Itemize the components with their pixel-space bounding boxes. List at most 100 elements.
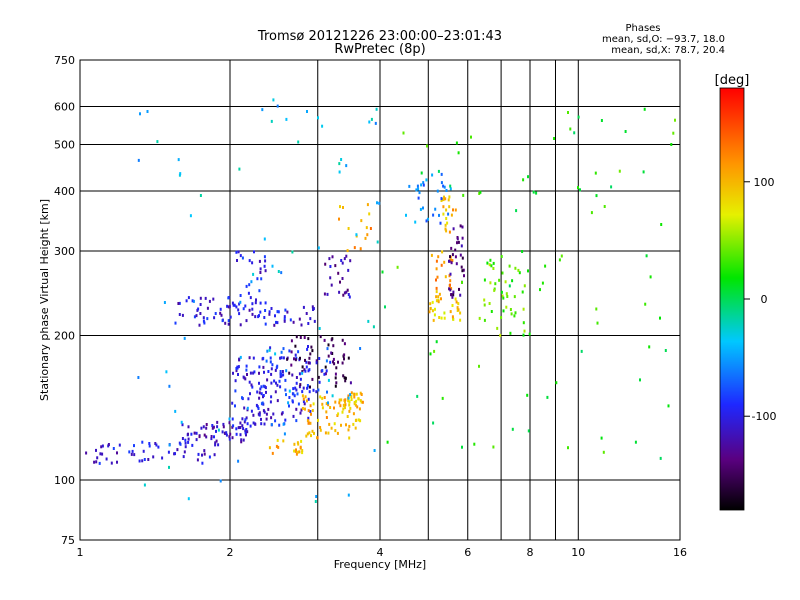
data-point (298, 450, 301, 454)
data-point (294, 386, 297, 390)
data-point (306, 386, 309, 390)
data-point (502, 296, 505, 300)
data-point (345, 423, 347, 427)
data-point (220, 313, 223, 317)
data-point (285, 117, 288, 121)
data-point (448, 205, 451, 209)
data-point (498, 278, 501, 282)
data-point (228, 417, 231, 421)
data-point (494, 282, 497, 286)
data-point (341, 338, 344, 342)
data-point (182, 455, 185, 459)
data-point (321, 402, 324, 406)
data-point (304, 369, 307, 373)
data-point (105, 457, 108, 461)
data-point (454, 255, 457, 259)
data-point (268, 312, 271, 316)
data-point (522, 178, 525, 182)
data-point (213, 453, 216, 457)
data-point (179, 442, 182, 446)
data-point (238, 357, 241, 361)
data-point (317, 116, 319, 120)
data-point (270, 119, 273, 123)
data-point (443, 316, 446, 320)
data-point (639, 378, 641, 382)
data-point (259, 301, 262, 305)
data-point (505, 292, 508, 296)
data-point (532, 190, 535, 194)
data-point (238, 302, 241, 306)
data-point (347, 493, 350, 497)
data-point (511, 279, 514, 283)
data-point (522, 333, 525, 337)
data-point (261, 401, 264, 405)
data-point (168, 443, 171, 447)
data-point (248, 380, 251, 384)
data-point (420, 171, 423, 175)
data-point (513, 295, 516, 299)
data-point (156, 140, 159, 144)
data-point (433, 349, 436, 353)
data-point (435, 290, 438, 294)
data-point (488, 263, 491, 267)
data-point (353, 392, 356, 396)
data-point (577, 115, 580, 119)
data-point (228, 437, 231, 441)
data-point (353, 395, 356, 399)
data-point (297, 402, 300, 406)
data-point (318, 357, 321, 360)
data-point (301, 371, 304, 375)
data-point (338, 162, 341, 166)
data-point (333, 406, 335, 410)
data-point (99, 452, 102, 456)
data-point (359, 399, 362, 403)
data-point (342, 374, 345, 378)
data-point (435, 295, 438, 299)
data-point (450, 259, 453, 263)
data-point (483, 278, 486, 282)
data-point (305, 360, 308, 364)
data-point (573, 131, 576, 135)
data-point (603, 205, 606, 208)
data-point (435, 267, 438, 271)
data-point (323, 338, 326, 342)
data-point (259, 267, 262, 271)
data-point (340, 158, 343, 161)
data-point (340, 398, 343, 402)
data-point (260, 385, 263, 389)
data-point (384, 305, 386, 309)
data-point (438, 292, 441, 296)
data-point (200, 426, 203, 430)
data-point (276, 104, 279, 108)
data-point (440, 172, 443, 176)
data-point (98, 461, 101, 465)
data-point (440, 199, 443, 202)
x-tick-label: 1 (77, 546, 84, 559)
data-point (267, 407, 270, 411)
data-point (295, 376, 298, 379)
data-point (553, 137, 555, 140)
data-point (191, 299, 194, 303)
data-point (309, 421, 312, 425)
data-point (334, 429, 337, 433)
data-point (268, 310, 271, 314)
data-point (198, 323, 201, 327)
data-point (317, 418, 319, 422)
data-point (452, 208, 454, 212)
data-point (500, 255, 503, 258)
data-point (264, 309, 267, 312)
data-point (405, 213, 407, 217)
data-point (500, 290, 503, 294)
phases-title: Phases (625, 23, 660, 34)
data-point (307, 345, 309, 348)
data-point (334, 400, 337, 404)
data-point (461, 280, 463, 284)
data-point (349, 393, 352, 397)
data-point (252, 371, 255, 375)
data-point (642, 170, 645, 174)
data-point (297, 442, 300, 446)
data-point (116, 460, 118, 464)
data-point (319, 335, 322, 339)
data-point (187, 296, 190, 300)
data-point (624, 130, 627, 133)
